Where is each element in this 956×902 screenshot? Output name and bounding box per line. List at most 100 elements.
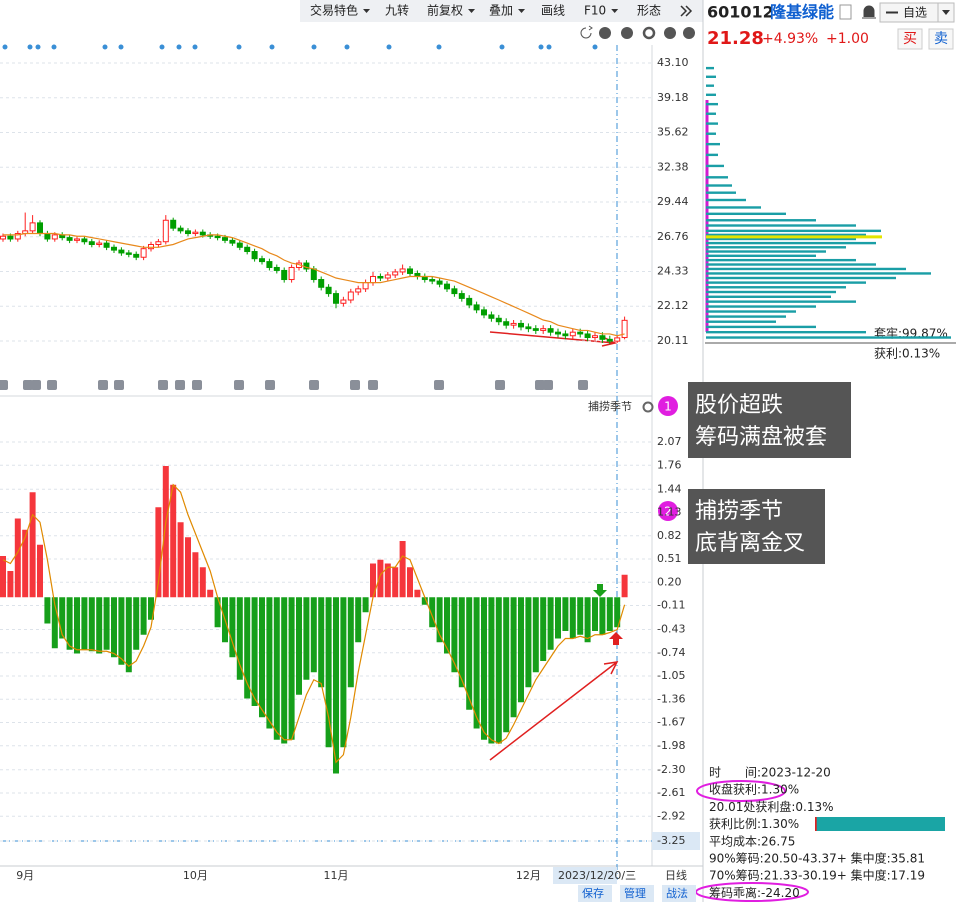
settings-icon[interactable] [642,26,656,40]
event-icon[interactable] [31,380,41,390]
more-icon[interactable] [680,5,693,17]
bar [37,544,43,598]
event-icon[interactable] [578,380,588,390]
event-dot[interactable] [118,44,124,50]
zoom-out-icon[interactable] [621,27,633,39]
candle-body [577,331,584,335]
event-dot[interactable] [176,44,182,50]
footer-button-label[interactable]: 战法 [666,886,688,900]
event-dot[interactable] [546,44,552,50]
event-icon[interactable] [434,380,444,390]
event-icon[interactable] [234,380,244,390]
candle-body [214,235,221,239]
footer-button-label[interactable]: 管理 [624,886,646,900]
event-dot[interactable] [35,44,41,50]
y-tick-label: 1.76 [657,458,682,471]
event-icon[interactable] [47,380,57,390]
indicator-title[interactable]: 捕捞季节 [588,399,632,413]
sell-button[interactable] [928,28,954,50]
candle-body [436,280,443,285]
event-dot[interactable] [27,44,33,50]
candle-body [170,219,177,229]
toolbar-item[interactable]: 叠加 [489,4,513,18]
toolbar-item[interactable]: 前复权 [427,3,463,18]
bell-icon[interactable] [862,5,876,19]
candle-body [37,222,43,235]
chip-bar [706,258,856,262]
event-icon[interactable] [350,380,360,390]
event-dot[interactable] [159,44,165,50]
footer-button-label[interactable]: 保存 [582,886,604,900]
buy-button[interactable] [897,28,923,50]
dropdown-arrow [468,9,476,13]
candle-body [451,288,458,295]
help-icon[interactable] [664,27,676,39]
watch-label[interactable]: 自选 [903,6,927,20]
candle-body [532,328,539,331]
candle-body [229,239,236,244]
bar [118,597,125,665]
event-dot[interactable] [236,44,242,50]
info-icon[interactable] [839,4,852,20]
event-icon[interactable] [535,380,545,390]
event-icon[interactable] [158,380,168,390]
event-dot[interactable] [499,44,505,50]
candle-body [488,314,495,319]
close-icon[interactable] [683,27,695,39]
event-dot[interactable] [2,44,8,50]
event-dot[interactable] [592,44,598,50]
period[interactable]: 日线 [665,868,687,882]
y-tick-label: -1.98 [657,739,685,752]
event-icon[interactable] [114,380,124,390]
event-icon[interactable] [265,380,275,390]
candle-body [540,328,547,331]
toolbar-item[interactable]: 画线 [541,4,565,18]
candle-body [621,319,628,339]
event-dot[interactable] [386,44,392,50]
footer-button[interactable] [662,885,696,902]
bar [621,574,628,598]
event-icon[interactable] [543,380,553,390]
bar [599,597,606,635]
bar [540,597,547,661]
event-dot[interactable] [192,44,198,50]
candle-body [614,337,621,342]
down-signal [593,584,607,597]
event-icon[interactable] [368,380,378,390]
chip-bar [706,191,736,194]
toolbar-item[interactable]: 九转 [385,3,409,18]
event-dot[interactable] [436,44,442,50]
footer-button[interactable] [620,885,654,902]
toolbar-item[interactable]: 交易特色 [310,3,358,18]
event-icon[interactable] [495,380,505,390]
bar [66,597,73,650]
stat-line: 获利比例:1.30% [709,817,799,831]
event-icon[interactable] [309,380,319,390]
event-dot[interactable] [51,44,57,50]
footer-button[interactable] [578,885,612,902]
event-icon[interactable] [175,380,185,390]
event-dot[interactable] [311,44,317,50]
event-icon[interactable] [192,380,202,390]
y-tick-label: 35.62 [657,125,689,138]
event-dot[interactable] [102,44,108,50]
event-dot[interactable] [344,44,350,50]
event-dot[interactable] [538,44,544,50]
event-icon[interactable] [0,380,8,390]
event-dot[interactable] [269,44,275,50]
sell-label[interactable]: 卖 [934,31,948,47]
candle-body [429,279,436,282]
event-icon[interactable] [98,380,108,390]
candle-body [518,322,524,328]
event-icon[interactable] [23,380,33,390]
x-tick-label: 9月 [16,869,34,882]
indicator-settings[interactable] [642,401,654,413]
refresh-icon[interactable] [580,25,593,39]
toolbar-item[interactable]: 形态 [637,4,661,18]
candle-body [66,237,73,241]
toolbar-item[interactable]: F10 [584,4,606,18]
candle-body [125,252,132,255]
buy-label[interactable]: 买 [903,31,917,47]
chip-bar [706,246,846,249]
zoom-in-icon[interactable] [599,27,611,39]
